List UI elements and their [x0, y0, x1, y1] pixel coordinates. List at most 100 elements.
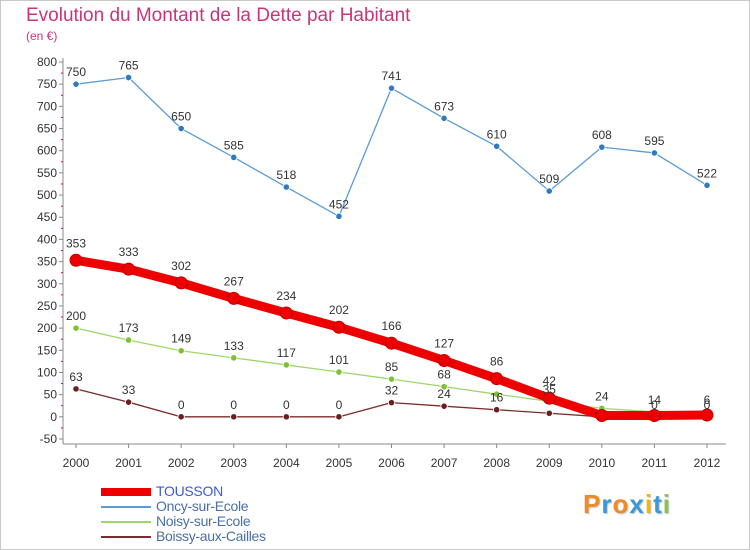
- series-point-0: [700, 408, 714, 422]
- legend-label: Oncy-sur-Ecole: [156, 498, 249, 514]
- series-point-1: [124, 73, 133, 82]
- series-point-1: [440, 114, 448, 122]
- series-point-1: [387, 84, 396, 92]
- data-label: 608: [592, 128, 612, 142]
- data-label: 35: [543, 382, 557, 396]
- logo-letter: i: [644, 489, 654, 519]
- series-point-0: [69, 253, 83, 267]
- series-point-0: [174, 276, 188, 290]
- data-label: 86: [490, 355, 504, 369]
- legend-swatch: [101, 506, 151, 508]
- series-point-3: [387, 399, 396, 407]
- series-point-3: [335, 413, 343, 421]
- logo-letter: o: [612, 489, 630, 519]
- series-point-0: [227, 291, 241, 305]
- data-label: 750: [66, 65, 86, 79]
- legend-swatch: [101, 521, 151, 523]
- data-label: 101: [329, 353, 349, 367]
- y-tick-label: 250: [37, 299, 57, 313]
- x-tick-label: 2011: [642, 456, 668, 470]
- series-point-1: [703, 181, 711, 189]
- logo-letter: t: [653, 489, 663, 519]
- data-label: 0: [336, 398, 343, 412]
- series-point-1: [72, 80, 80, 88]
- y-tick-label: 0: [50, 410, 57, 424]
- legend-label: Noisy-sur-Ecole: [156, 513, 251, 529]
- legend-label: Boissy-aux-Cailles: [156, 528, 266, 544]
- data-label: 200: [66, 309, 86, 323]
- series-point-3: [124, 398, 133, 406]
- series-point-0: [437, 353, 451, 367]
- data-label: 267: [224, 274, 244, 288]
- series-point-3: [282, 413, 290, 421]
- x-tick-label: 2006: [378, 456, 405, 470]
- data-label: 133: [224, 339, 244, 353]
- data-label: 522: [697, 166, 717, 180]
- series-point-2: [282, 361, 290, 369]
- series-point-3: [177, 413, 185, 421]
- series-point-0: [647, 408, 661, 422]
- series-point-0: [279, 306, 293, 320]
- data-label: 0: [283, 398, 290, 412]
- series-point-3: [230, 413, 238, 421]
- x-tick-label: 2003: [220, 456, 247, 470]
- series-point-3: [545, 409, 553, 417]
- series-point-0: [332, 320, 346, 334]
- x-tick-label: 2010: [588, 456, 615, 470]
- series-point-3: [72, 385, 80, 393]
- series-point-1: [650, 149, 659, 157]
- y-tick-label: 150: [37, 343, 57, 357]
- legend-label: TOUSSON: [156, 483, 223, 499]
- data-label: 117: [277, 346, 296, 360]
- series-point-1: [493, 142, 501, 150]
- data-label: 33: [122, 383, 136, 397]
- data-label: 0: [230, 398, 237, 412]
- data-label: 610: [487, 127, 507, 141]
- data-label: 202: [329, 303, 349, 317]
- series-point-0: [595, 408, 609, 422]
- y-tick-label: 600: [37, 144, 57, 158]
- data-label: 585: [224, 138, 244, 152]
- data-label: 0: [178, 398, 185, 412]
- y-tick-label: 300: [37, 277, 57, 291]
- data-label: 14: [648, 393, 662, 407]
- data-label: 234: [276, 289, 296, 303]
- logo-letter: P: [583, 489, 602, 519]
- data-label: 32: [385, 384, 399, 398]
- x-tick-label: 2009: [536, 456, 563, 470]
- logo-letter: x: [629, 489, 645, 519]
- y-tick-label: 650: [37, 122, 57, 136]
- x-tick-label: 2004: [273, 456, 300, 470]
- series-point-1: [545, 187, 553, 195]
- series-point-0: [122, 262, 136, 276]
- data-label: 42: [543, 374, 557, 388]
- series-point-1: [230, 153, 238, 161]
- series-point-1: [177, 124, 185, 133]
- series-line-1: [75, 76, 708, 217]
- series-point-2: [440, 383, 448, 391]
- data-label: 595: [644, 134, 664, 148]
- data-label: 166: [381, 319, 401, 333]
- data-label: 0: [651, 398, 658, 412]
- series-point-0: [385, 336, 398, 350]
- data-label: 650: [171, 110, 191, 124]
- data-label: 302: [171, 259, 191, 273]
- chart-subtitle: (en €): [26, 29, 58, 43]
- y-tick-label: 750: [37, 77, 57, 91]
- series-point-0: [542, 391, 556, 405]
- series-point-2: [124, 336, 133, 344]
- legend-swatch: [101, 536, 151, 538]
- data-label: 741: [381, 69, 401, 83]
- y-tick-label: 400: [37, 232, 57, 246]
- series-point-0: [490, 372, 504, 386]
- x-tick-label: 2005: [326, 456, 353, 470]
- x-tick-label: 2007: [431, 456, 458, 470]
- data-label: 173: [119, 321, 139, 335]
- x-tick-label: 2008: [483, 456, 510, 470]
- data-label: 6: [704, 393, 711, 407]
- data-label: 353: [66, 236, 86, 250]
- x-tick-label: 2012: [694, 456, 721, 470]
- y-tick-label: 350: [37, 255, 57, 269]
